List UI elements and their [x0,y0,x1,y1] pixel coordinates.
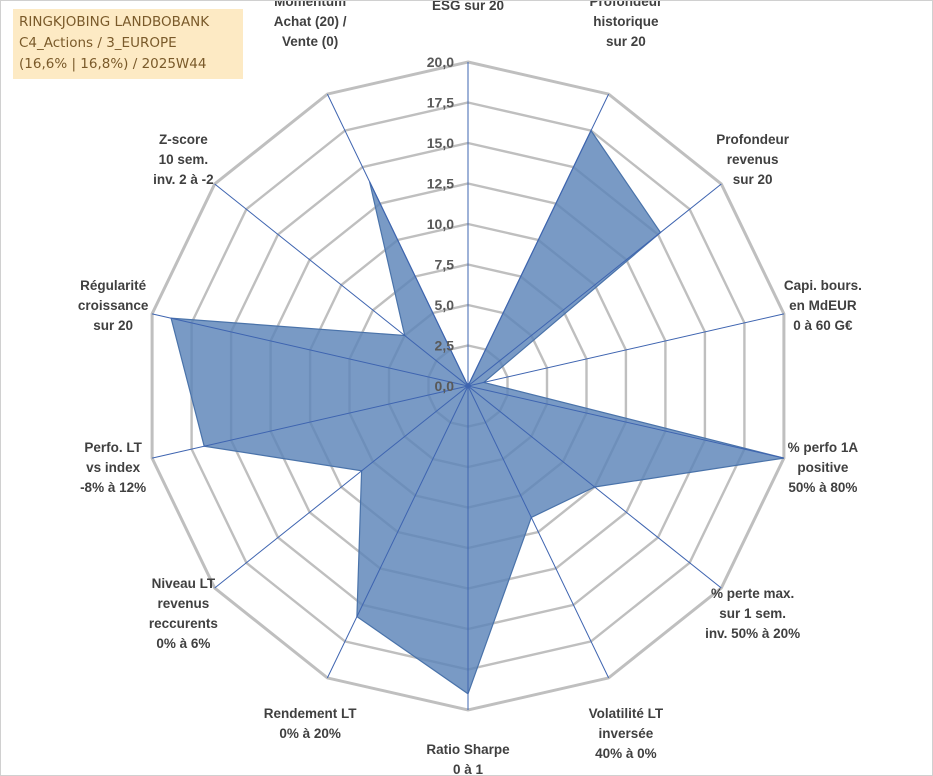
spoke-9 [214,385,469,589]
axis-label-line: sur 1 sem. [719,606,786,621]
axis-label-line: inv. 2 à -2 [153,172,214,187]
axis-label-line: Profondeur [590,1,663,9]
axis-label-line: Ratio Sharpe [426,742,510,757]
axis-label-10: Perfo. LT vs index -8% à 12% [80,440,146,495]
spoke-1 [467,93,610,387]
axis-label-line: 0% à 20% [279,726,341,741]
chart-title-box: RINGKJOBING LANDBOBANK C4_Actions / 3_EU… [13,9,243,79]
chart-title-category: C4_Actions / 3_EUROPE [19,35,177,51]
tick-label: 17,5 [427,95,454,111]
axis-label-line: Vente (0) [282,34,338,49]
axis-label-6: Volatilité LT inversée 40% à 0% [589,706,664,761]
axis-label-line: inv. 50% à 20% [705,626,800,641]
spoke-11 [151,313,469,387]
spoke-6 [467,385,610,679]
axis-label-line: Volatilité LT [589,706,664,721]
axis-label-line: sur 20 [733,172,773,187]
tick-label: 20,0 [427,54,454,70]
tick-label: 12,5 [427,176,454,192]
axis-label-line: Perfo. LT [84,440,142,455]
axis-label-12: Z-score 10 sem. inv. 2 à -2 [153,132,214,187]
axis-label-line: 0% à 6% [156,636,210,651]
axis-label-5: % perte max. sur 1 sem. inv. 50% à 20% [705,586,800,641]
axis-label-line: 0 à 60 G€ [793,318,853,333]
axis-label-line: historique [593,14,659,29]
spoke-4 [467,385,785,459]
axis-label-line: Rendement LT [264,706,358,721]
tick-label: 10,0 [427,216,454,232]
axis-label-2: Profondeur revenus sur 20 [716,132,789,187]
axis-label-line: positive [797,460,849,475]
axis-label-line: Profondeur [716,132,789,147]
axis-label-7: Ratio Sharpe 0 à 1 [426,742,510,775]
chart-title-stats: (16,6% | 16,8%) / 2025W44 [19,56,207,72]
axis-label-4: % perfo 1A positive 50% à 80% [788,440,859,495]
axis-label-line: 10 sem. [159,152,209,167]
axis-label-3: Capi. bours. en MdEUR 0 à 60 G€ [784,278,862,333]
spoke-12 [214,183,469,387]
tick-label: 7,5 [435,257,455,273]
axis-label-line: croissance [78,298,149,313]
axis-label-1: Profondeur historique sur 20 [590,1,663,49]
axis-label-line: 0 à 1 [453,762,484,775]
axis-label-line: % perfo 1A [788,440,859,455]
spoke-3 [467,313,785,387]
spoke-8 [326,385,469,679]
axis-label-line: Capi. bours. [784,278,862,293]
axis-label-line: -8% à 12% [80,480,146,495]
axis-label-line: % perte max. [711,586,794,601]
axis-label-line: Achat (20) / [274,14,347,29]
axis-label-0: NoteESG sur 20 [432,1,504,13]
axis-label-line: Z-score [159,132,208,147]
axis-label-13: Momentum Achat (20) / Vente (0) [274,1,347,49]
axis-label-line: Momentum [274,1,346,9]
axis-label-line: reccurents [149,616,218,631]
axis-label-line: sur 20 [93,318,133,333]
axis-label-line: inversée [599,726,654,741]
chart-title-name: RINGKJOBING LANDBOBANK [19,14,210,30]
axis-label-line: ESG sur 20 [432,1,504,13]
tick-label: 2,5 [435,338,455,354]
spoke-2 [467,183,722,387]
tick-label: 5,0 [435,297,455,313]
spoke-10 [151,385,469,459]
axis-label-line: sur 20 [606,34,646,49]
axis-label-line: Niveau LT [152,576,216,591]
axis-label-8: Rendement LT 0% à 20% [264,706,358,741]
axis-label-11: Régularité croissance sur 20 [78,278,149,333]
tick-label: 0,0 [435,378,455,394]
axis-label-line: revenus [727,152,779,167]
spoke-13 [326,93,469,387]
axis-label-line: Régularité [80,278,147,293]
axis-label-line: 40% à 0% [595,746,657,761]
axis-label-line: en MdEUR [789,298,857,313]
axis-label-line: 50% à 80% [788,480,857,495]
tick-label: 15,0 [427,135,454,151]
axis-label-9: Niveau LT revenus reccurents 0% à 6% [149,576,218,651]
axis-label-line: revenus [158,596,210,611]
axis-label-line: vs index [86,460,141,475]
spoke-5 [467,385,722,589]
